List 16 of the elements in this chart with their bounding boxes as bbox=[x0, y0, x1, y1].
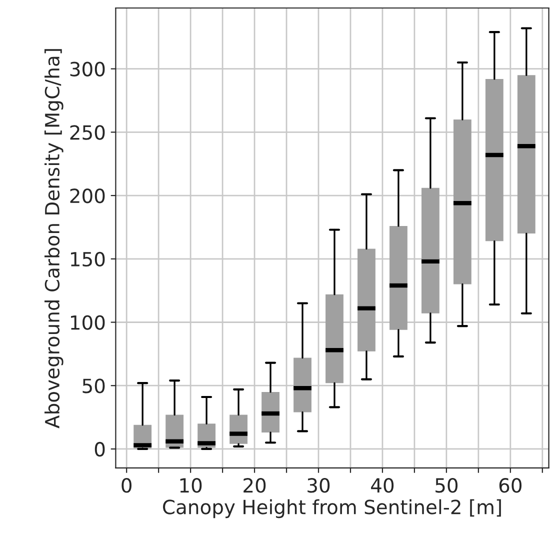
x-tick-label: 30 bbox=[308, 478, 330, 493]
x-tick-label: 40 bbox=[371, 478, 394, 493]
y-tick-label: 250 bbox=[70, 125, 105, 140]
y-tick-label: 50 bbox=[82, 378, 105, 394]
x-tick-label: 10 bbox=[180, 478, 202, 493]
x-tick-label: 0 bbox=[122, 478, 132, 493]
y-tick-label: 0 bbox=[94, 442, 105, 457]
x-tick-label: 60 bbox=[499, 478, 522, 493]
x-tick-label: 50 bbox=[436, 478, 458, 493]
y-tick-label: 300 bbox=[70, 62, 105, 76]
y-tick-label: 100 bbox=[71, 315, 105, 330]
x-axis-title: Canopy Height from Sentinel-2 [m] bbox=[163, 499, 501, 518]
y-tick-label: 150 bbox=[71, 252, 105, 267]
x-tick-label: 20 bbox=[244, 478, 266, 493]
y-tick-label: 200 bbox=[70, 188, 105, 204]
y-axis-title: Aboveground Carbon Density [MgC/ha] bbox=[44, 49, 64, 428]
